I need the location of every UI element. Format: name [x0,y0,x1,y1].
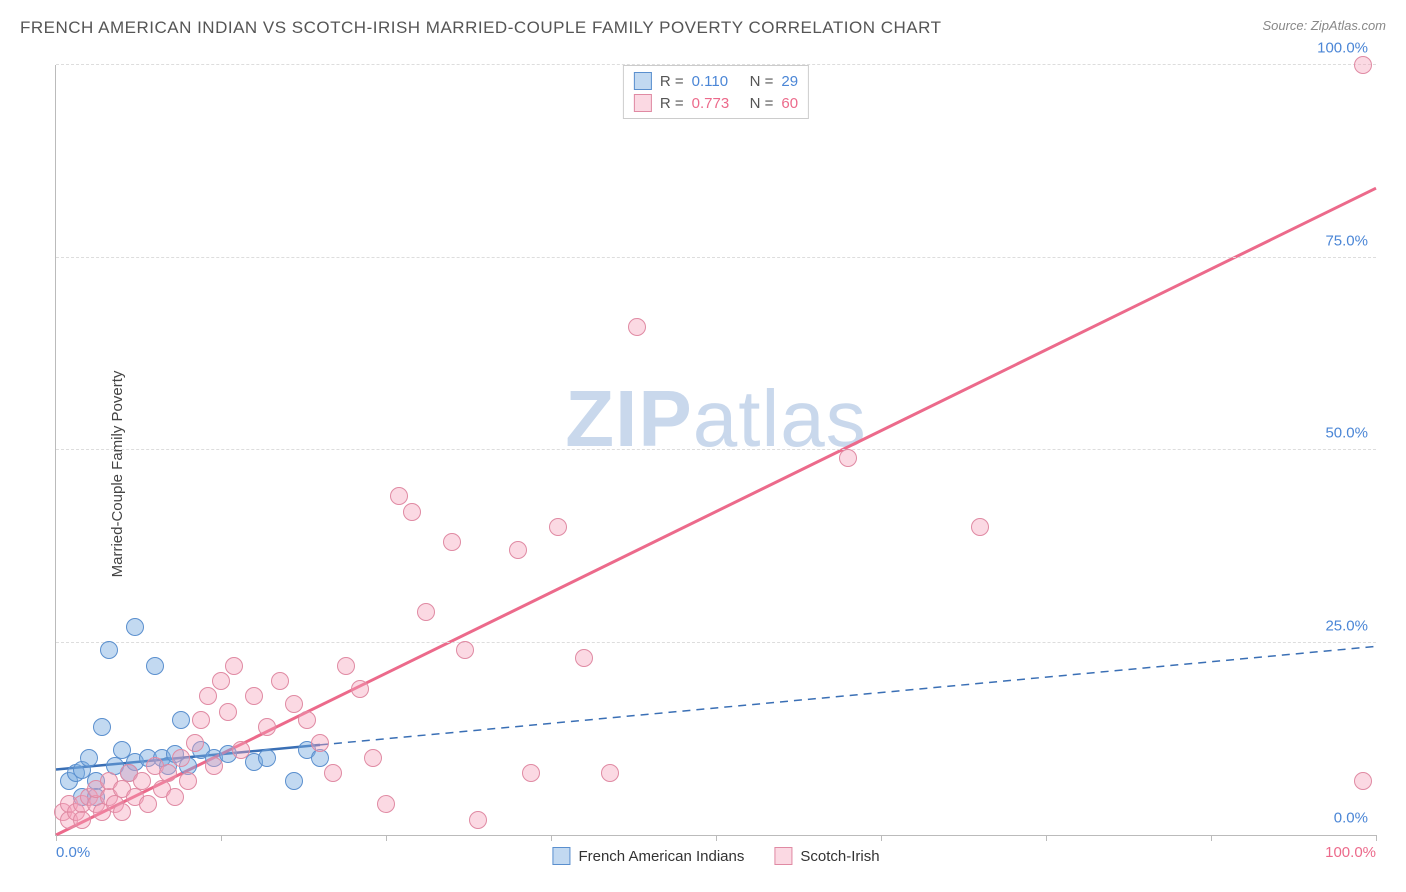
x-tick [881,835,882,841]
data-point [628,318,646,336]
legend-item: Scotch-Irish [774,847,879,865]
data-point [443,533,461,551]
legend-label: French American Indians [578,848,744,865]
data-point [186,734,204,752]
data-point [159,764,177,782]
stats-r-value: 0.773 [692,95,742,112]
data-point [311,749,329,767]
stats-n-value: 60 [781,95,798,112]
data-point [133,772,151,790]
data-point [258,749,276,767]
data-point [509,541,527,559]
data-point [205,757,223,775]
legend-swatch [774,847,792,865]
stats-row: R = 0.773 N = 60 [634,92,798,114]
gridline [56,642,1376,643]
data-point [1354,56,1372,74]
data-point [73,811,91,829]
legend-item: French American Indians [552,847,744,865]
data-point [839,449,857,467]
gridline [56,64,1376,65]
data-point [232,741,250,759]
trendline [56,188,1376,835]
data-point [199,687,217,705]
data-point [324,764,342,782]
x-tick [1376,835,1377,841]
x-tick [56,835,57,841]
data-point [192,711,210,729]
data-point [601,764,619,782]
y-tick-label: 50.0% [1325,425,1368,442]
source-label: Source: ZipAtlas.com [1262,18,1386,33]
stats-r-value: 0.110 [692,73,742,90]
trendlines-svg [56,65,1376,835]
x-tick [551,835,552,841]
data-point [245,687,263,705]
data-point [456,641,474,659]
data-point [285,772,303,790]
data-point [364,749,382,767]
data-point [219,703,237,721]
data-point [337,657,355,675]
gridline [56,449,1376,450]
x-tick [221,835,222,841]
legend-swatch [634,94,652,112]
data-point [403,503,421,521]
data-point [390,487,408,505]
series-legend: French American Indians Scotch-Irish [552,847,879,865]
data-point [166,788,184,806]
stats-n-label: N = [750,95,774,112]
data-point [225,657,243,675]
y-tick-label: 75.0% [1325,232,1368,249]
data-point [311,734,329,752]
data-point [172,749,190,767]
legend-label: Scotch-Irish [800,848,879,865]
trendline-dashed [320,646,1376,745]
data-point [100,641,118,659]
y-tick-label: 100.0% [1317,40,1368,57]
gridline [56,257,1376,258]
y-tick-label: 0.0% [1334,810,1368,827]
stats-legend: R = 0.110 N = 29 R = 0.773 N = 60 [623,65,809,119]
data-point [258,718,276,736]
legend-swatch [552,847,570,865]
legend-swatch [634,72,652,90]
data-point [549,518,567,536]
stats-n-label: N = [750,73,774,90]
stats-row: R = 0.110 N = 29 [634,70,798,92]
data-point [417,603,435,621]
stats-r-label: R = [660,73,684,90]
x-tick-label: 100.0% [1325,844,1376,861]
data-point [146,657,164,675]
x-tick-label: 0.0% [56,844,90,861]
data-point [172,711,190,729]
plot-area: ZIPatlas R =0.110N =29R =0.773N =60 Fren… [55,65,1376,836]
data-point [377,795,395,813]
data-point [113,803,131,821]
data-point [139,795,157,813]
data-point [351,680,369,698]
data-point [469,811,487,829]
data-point [1354,772,1372,790]
stats-n-value: 29 [781,73,798,90]
data-point [971,518,989,536]
data-point [179,772,197,790]
data-point [575,649,593,667]
data-point [212,672,230,690]
x-tick [1046,835,1047,841]
chart-title: FRENCH AMERICAN INDIAN VS SCOTCH-IRISH M… [20,18,941,37]
data-point [126,618,144,636]
data-point [93,718,111,736]
stats-r-label: R = [660,95,684,112]
chart-container: Married-Couple Family Poverty ZIPatlas R… [0,55,1406,892]
x-tick [1211,835,1212,841]
y-tick-label: 25.0% [1325,617,1368,634]
data-point [80,749,98,767]
data-point [298,711,316,729]
x-tick [386,835,387,841]
x-tick [716,835,717,841]
data-point [271,672,289,690]
data-point [522,764,540,782]
data-point [285,695,303,713]
